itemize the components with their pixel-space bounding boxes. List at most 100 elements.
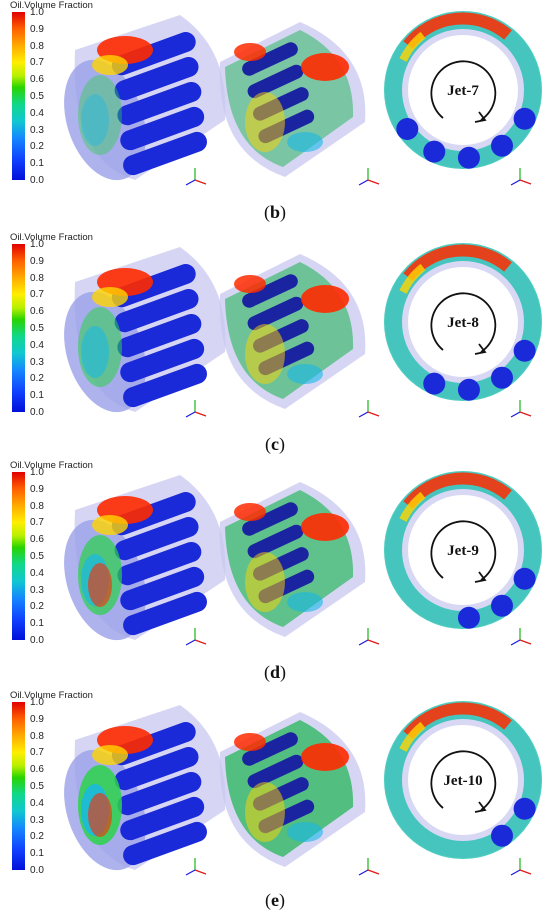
roller <box>123 363 207 408</box>
colorbar-tick-label: 0.7 <box>30 289 44 301</box>
axis-triad <box>510 628 532 646</box>
colorbar-tick-label: 0.8 <box>30 40 44 52</box>
oil-film <box>287 822 323 842</box>
roller <box>111 722 196 766</box>
rotation-arrowhead <box>474 801 487 813</box>
roller <box>513 339 536 362</box>
roller <box>513 797 536 820</box>
roller <box>114 746 199 791</box>
caption-paren: ) <box>279 434 285 454</box>
caption-paren: ) <box>280 662 286 682</box>
axis-x-line <box>519 639 532 645</box>
colorbar-tick-label: 0.2 <box>30 831 44 843</box>
colorbar-tick-label: 0.3 <box>30 356 44 368</box>
caption-letter: e <box>271 890 279 910</box>
roller <box>114 516 199 561</box>
colorbar-tick-label: 0.9 <box>30 255 44 267</box>
colorbar-tick-label: 0.7 <box>30 517 44 529</box>
bearing-view-cage <box>219 482 366 637</box>
oil-warm-arc <box>399 263 426 294</box>
colorbar-gradient <box>12 244 25 412</box>
roller <box>247 524 304 559</box>
figure-panel: Oil.Volume Fraction 1.0 0.9 0.8 0.7 0.6 0.5 0.4… <box>0 232 550 458</box>
roller <box>457 378 480 401</box>
roller <box>247 296 304 331</box>
colorbar-tick-label: 0.9 <box>30 23 44 35</box>
oil-hotspot <box>301 513 349 541</box>
caption-paren: ) <box>279 890 285 910</box>
rotation-arrow <box>430 292 497 353</box>
oil-film <box>287 592 323 612</box>
roller <box>513 567 536 590</box>
colorbar-tick-label: 0.9 <box>30 483 44 495</box>
roller <box>111 492 196 536</box>
roller <box>120 796 205 841</box>
roller <box>123 821 207 866</box>
colorbar-tick-label: 0.3 <box>30 814 44 826</box>
axis-x-line <box>194 869 207 875</box>
colorbar-tick-label: 1.0 <box>30 697 44 708</box>
oil-hotspot <box>234 733 266 751</box>
colorbar-tick-label: 0.0 <box>30 865 44 876</box>
colorbar-gradient <box>12 12 25 180</box>
roller <box>242 502 298 536</box>
roller <box>111 264 196 308</box>
axis-triad <box>358 168 380 186</box>
axis-z-line <box>185 869 196 876</box>
roller <box>114 56 199 101</box>
oil-film <box>287 364 323 384</box>
axis-z-line <box>185 179 196 186</box>
oil-hotspot <box>88 563 112 607</box>
oil-hotspot <box>234 503 266 521</box>
oil-hotspot <box>301 53 349 81</box>
jet-label: Jet-10 <box>443 773 482 789</box>
axis-z-line <box>185 411 196 418</box>
roller <box>491 594 514 617</box>
colorbar-tick-label: 0.0 <box>30 175 44 186</box>
simulation-scene: Jet-8 <box>64 243 542 418</box>
bearing-view-front <box>64 475 226 641</box>
roller <box>457 606 480 629</box>
axis-x-line <box>367 179 380 185</box>
axis-z-line <box>358 639 369 646</box>
colorbar-tick-label: 0.0 <box>30 635 44 646</box>
jet-label: Jet-7 <box>447 83 479 99</box>
colorbar-tick-label: 0.5 <box>30 781 44 792</box>
colorbar-title: Oil.Volume Fraction <box>10 690 93 701</box>
caption-letter: c <box>271 434 279 454</box>
roller <box>396 118 419 141</box>
axis-x-line <box>367 869 380 875</box>
panel-caption: (d) <box>0 662 550 683</box>
caption-paren: ( <box>263 662 270 682</box>
oil-hotspot <box>234 43 266 61</box>
rotation-arrowhead <box>474 343 487 355</box>
oil-hotspot <box>301 743 349 771</box>
oil-film <box>78 75 122 155</box>
roller <box>513 107 536 130</box>
colorbar-tick-label: 0.8 <box>30 730 44 742</box>
colorbar-tick-label: 0.4 <box>30 339 44 351</box>
colorbar-tick-label: 0.6 <box>30 534 44 546</box>
axis-triad <box>510 858 532 876</box>
roller <box>117 313 202 358</box>
simulation-scene: Jet-7 <box>64 11 542 186</box>
roller <box>242 42 298 76</box>
oil-patch <box>245 782 285 842</box>
roller <box>123 591 207 636</box>
colorbar-tick-label: 0.4 <box>30 797 44 809</box>
colorbar-tick-label: 1.0 <box>30 239 44 250</box>
roller <box>117 771 202 816</box>
colorbar-tick-label: 0.0 <box>30 407 44 418</box>
colorbar-gradient <box>12 472 25 640</box>
bore <box>408 725 518 835</box>
roller <box>423 372 446 395</box>
axis-triad <box>185 400 207 418</box>
colorbar-tick-label: 0.9 <box>30 713 44 725</box>
colorbar-tick-label: 0.8 <box>30 272 44 284</box>
colorbar-tick-label: 0.1 <box>30 390 44 402</box>
bearing-view-front <box>64 705 226 871</box>
axis-z-line <box>510 639 521 646</box>
colorbar-tick-label: 0.7 <box>30 747 44 759</box>
bearing-view-axial: Jet-10 <box>384 701 542 859</box>
axis-z-line <box>358 179 369 186</box>
